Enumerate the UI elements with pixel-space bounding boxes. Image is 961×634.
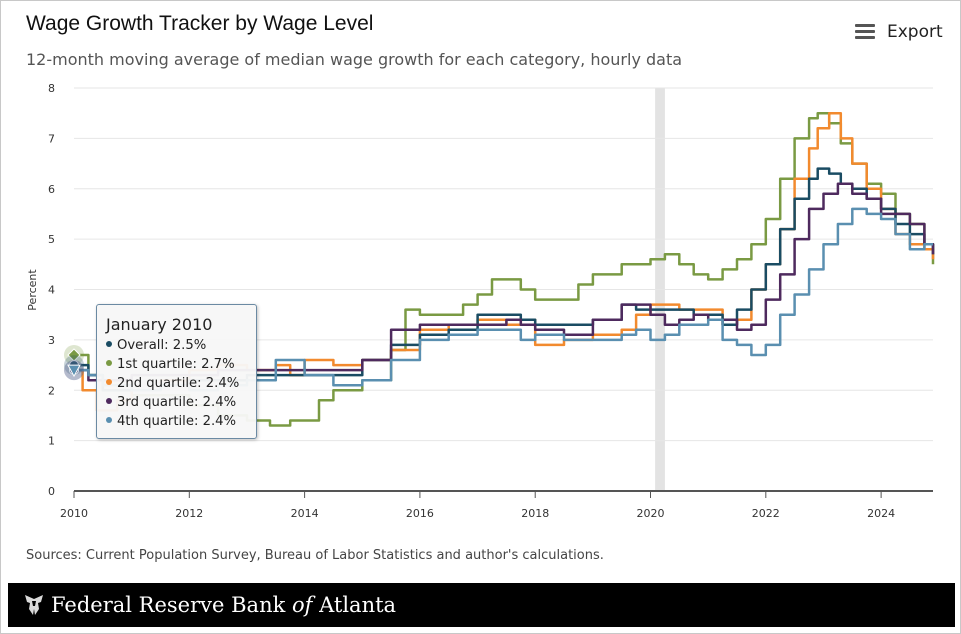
tooltip-dot	[106, 341, 112, 347]
tooltip-row-3rd-quartile: 3rd quartile: 2.4%	[106, 393, 256, 412]
export-label: Export	[887, 22, 943, 42]
y-tick-label: 0	[48, 485, 55, 498]
y-tick-label: 2	[48, 384, 55, 397]
y-tick-label: 4	[48, 284, 55, 297]
x-tick-label: 2012	[175, 507, 203, 520]
footer-bank-name: Federal Reserve Bank of Atlanta	[51, 593, 396, 617]
x-tick-label: 2024	[867, 507, 895, 520]
y-tick-label: 1	[48, 435, 55, 448]
series-line-1st-quartile	[74, 111, 935, 427]
x-tick-label: 2020	[637, 507, 665, 520]
eagle-logo-icon	[25, 595, 43, 615]
source-note: Sources: Current Population Survey, Bure…	[26, 548, 604, 563]
y-tick-label: 7	[48, 132, 55, 145]
tooltip-row-label: 1st quartile: 2.7%	[117, 357, 235, 372]
y-tick-label: 6	[48, 183, 55, 196]
tooltip-dot	[106, 360, 112, 366]
tooltip-row-1st-quartile: 1st quartile: 2.7%	[106, 355, 256, 374]
tooltip: January 2010 Overall: 2.5% 1st quartile:…	[96, 304, 257, 439]
x-tick-label: 2018	[521, 507, 549, 520]
footer-name-of: of	[292, 593, 313, 617]
tooltip-dot	[106, 417, 112, 423]
tooltip-row-label: 4th quartile: 2.4%	[117, 414, 237, 429]
tooltip-dot	[106, 398, 112, 404]
menu-icon	[855, 24, 875, 40]
tooltip-row-4th-quartile: 4th quartile: 2.4%	[106, 412, 256, 431]
chart-subtitle: 12-month moving average of median wage g…	[26, 50, 683, 69]
export-button[interactable]: Export	[855, 22, 943, 42]
chart-title: Wage Growth Tracker by Wage Level	[26, 12, 374, 35]
footer-name-part: Atlanta	[312, 593, 397, 617]
footer-name-part: Federal Reserve Bank	[51, 593, 292, 617]
y-tick-label: 8	[48, 82, 55, 95]
tooltip-row-label: 3rd quartile: 2.4%	[117, 395, 237, 410]
tooltip-title: January 2010	[106, 315, 213, 334]
series-line-3rd-quartile	[74, 182, 935, 382]
x-tick-label: 2014	[291, 507, 319, 520]
footer-banner: Federal Reserve Bank of Atlanta	[8, 583, 955, 627]
y-tick-label: 3	[48, 334, 55, 347]
tooltip-row-label: 2nd quartile: 2.4%	[117, 376, 240, 391]
tooltip-row-2nd-quartile: 2nd quartile: 2.4%	[106, 374, 256, 393]
tooltip-dot	[106, 379, 112, 385]
marker-4th-quartile	[67, 364, 81, 378]
tooltip-row-overall: Overall: 2.5%	[106, 336, 256, 355]
y-axis-label: Percent	[26, 269, 39, 311]
tooltip-row-label: Overall: 2.5%	[117, 338, 207, 353]
x-tick-label: 2010	[60, 507, 88, 520]
y-tick-label: 5	[48, 233, 55, 246]
x-tick-label: 2016	[406, 507, 434, 520]
x-tick-label: 2022	[752, 507, 780, 520]
